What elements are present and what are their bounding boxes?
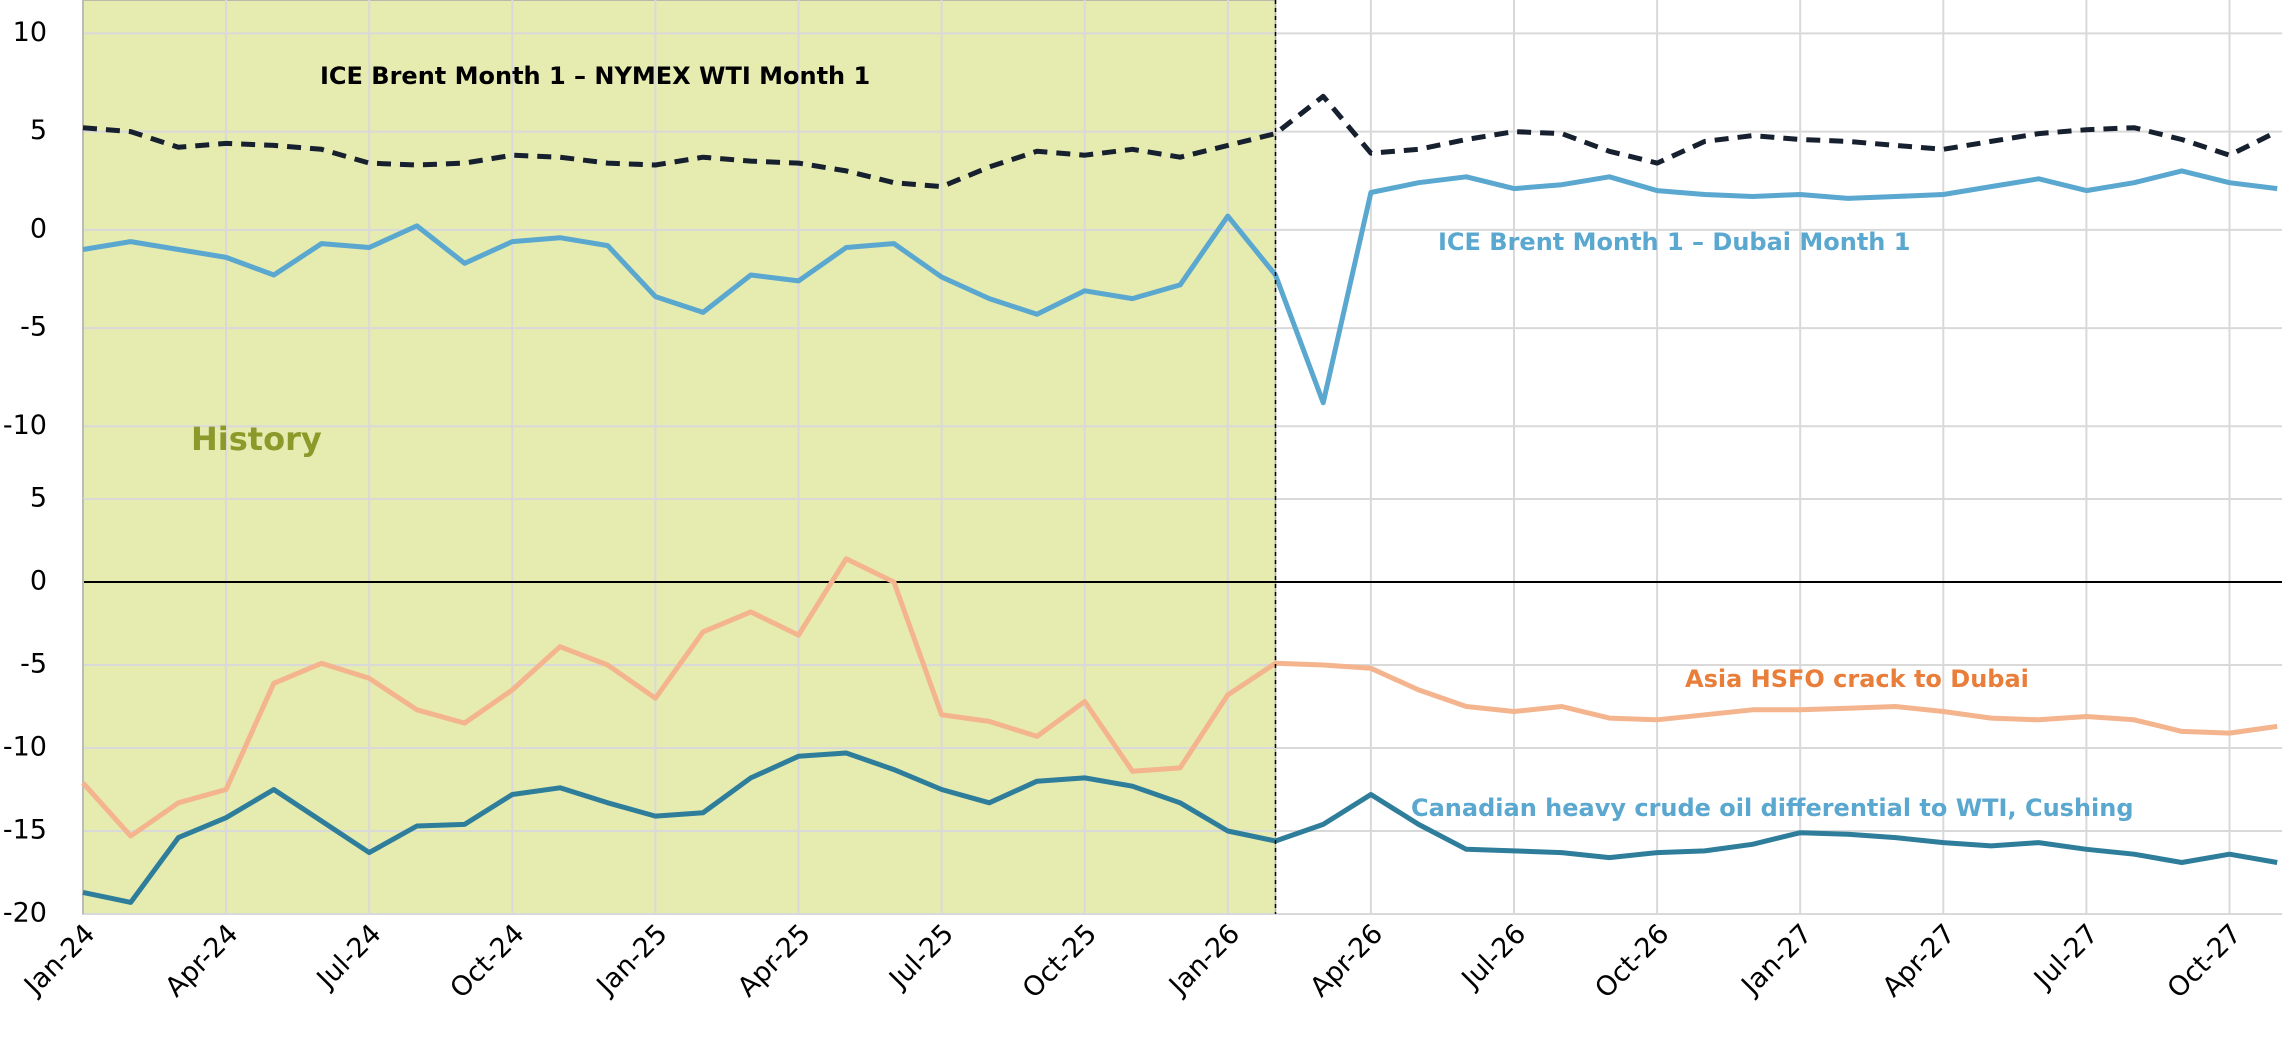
x-tick-label: Oct-25 [1017,918,1103,1004]
x-tick-label: Jan-26 [1162,918,1246,1002]
y-tick-label: -5 [20,649,47,680]
y-tick-label: -20 [3,898,47,929]
y-tick-label: -15 [3,815,47,846]
x-tick-label: Jul-26 [1455,918,1533,996]
x-tick-label: Apr-27 [1877,918,1962,1003]
line-series [81,556,2278,839]
y-tick-label: 5 [30,483,47,514]
x-tick-label: Oct-27 [2162,918,2248,1004]
y-tick-label: 0 [30,566,47,597]
x-tick-label: Jan-24 [17,918,101,1002]
y-tick-label: -10 [3,410,47,441]
line-series [82,168,2278,406]
series-label: Asia HSFO crack to Dubai [1685,665,2029,693]
history-shade [82,0,1277,915]
line-series [82,93,2279,190]
x-tick-label: Apr-24 [159,918,244,1003]
x-tick-label: Jan-25 [590,918,674,1002]
line-series [82,750,2278,905]
x-tick-label: Jul-25 [882,918,960,996]
x-tick-label: Jan-27 [1734,918,1818,1002]
y-tick-label: -5 [20,312,47,343]
y-tick-label: 0 [30,213,47,244]
series-label: ICE Brent Month 1 – Dubai Month 1 [1438,228,1910,256]
series-label: ICE Brent Month 1 – NYMEX WTI Month 1 [320,62,870,90]
x-tick-label: Apr-25 [732,918,817,1003]
x-tick-label: Jul-27 [2027,918,2105,996]
y-tick-label: 10 [13,17,47,48]
x-tick-label: Oct-24 [444,918,530,1004]
x-tick-label: Apr-26 [1304,918,1389,1003]
series-label: Canadian heavy crude oil differential to… [1411,794,2134,822]
annotation: History [191,420,322,458]
y-tick-label: 5 [30,115,47,146]
y-tick-label: -10 [3,732,47,763]
x-tick-label: Oct-26 [1589,918,1675,1004]
x-tick-label: Jul-24 [310,918,388,996]
